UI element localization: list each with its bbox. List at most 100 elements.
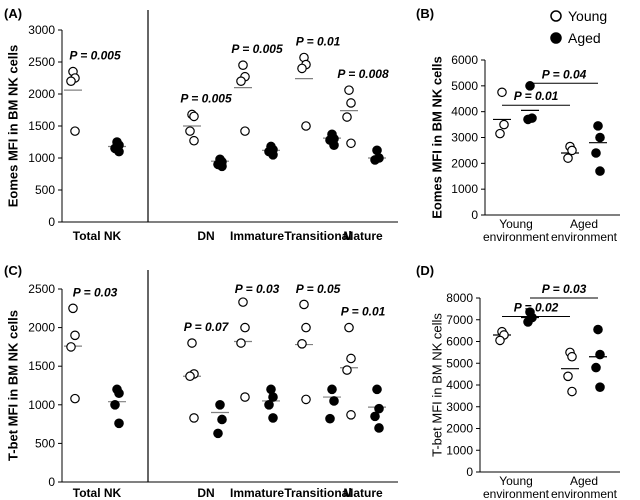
- y-tick-label: 0: [466, 465, 473, 479]
- young-point: [346, 353, 356, 364]
- young-point: [236, 338, 246, 348]
- aged-point: [370, 155, 380, 165]
- young-point: [70, 126, 80, 136]
- aged-point: [372, 145, 382, 156]
- young-point: [344, 85, 354, 95]
- aged-point: [268, 413, 278, 423]
- x-category-label: Mature: [343, 229, 383, 243]
- young-point: [497, 87, 507, 98]
- p-value-label: P = 0.005: [180, 91, 232, 105]
- young-point: [297, 63, 307, 74]
- young-point: [301, 322, 311, 333]
- panel-1: (A) Eomes MFI in BM NK cells 0 500 1000 1500 2…: [4, 6, 398, 243]
- bracket-p-value: P = 0.03: [542, 282, 587, 296]
- aged-point: [110, 399, 120, 410]
- young-point: [66, 76, 76, 86]
- young-point: [70, 330, 80, 341]
- legend: Young Aged: [550, 8, 607, 46]
- x-category-label: environment: [551, 230, 618, 244]
- young-point: [240, 322, 250, 333]
- young-point: [301, 121, 311, 131]
- young-point: [301, 394, 311, 405]
- y-tick-label: 0: [471, 208, 478, 222]
- young-point: [567, 145, 577, 156]
- y-tick-label: 1000: [446, 443, 473, 457]
- bracket-p-value: P = 0.01: [514, 89, 559, 103]
- x-category-label: environment: [483, 230, 550, 244]
- aged-point: [213, 428, 223, 439]
- x-category-label: Aged: [570, 217, 598, 231]
- young-point: [495, 335, 505, 346]
- y-tick-label: 5000: [446, 356, 473, 370]
- p-value-label: P = 0.008: [337, 67, 389, 81]
- y-tick-label: 1000: [451, 182, 478, 196]
- y-axis-label: T-bet MFI in BM NK cells: [5, 310, 20, 461]
- x-category-label: Total NK: [73, 229, 122, 243]
- y-tick-label: 2000: [28, 87, 55, 101]
- aged-point: [329, 396, 339, 406]
- aged-point: [217, 414, 227, 425]
- aged-point: [114, 418, 124, 429]
- young-point: [499, 119, 509, 130]
- panel-label: (D): [416, 263, 434, 278]
- aged-point: [591, 362, 601, 373]
- young-point: [240, 392, 250, 402]
- young-point: [189, 413, 199, 423]
- aged-point: [593, 324, 603, 335]
- y-tick-label: 7000: [446, 313, 473, 327]
- young-point: [346, 98, 356, 108]
- p-value-label: P = 0.01: [296, 35, 341, 49]
- y-tick-label: 500: [35, 436, 55, 450]
- y-tick-label: 8000: [446, 291, 473, 305]
- aged-point: [523, 114, 533, 125]
- aged-point: [329, 140, 339, 150]
- young-point: [66, 342, 76, 352]
- young-point: [567, 386, 577, 397]
- aged-point: [215, 399, 225, 410]
- bracket-p-value: P = 0.02: [514, 300, 559, 314]
- y-tick-label: 3000: [28, 23, 55, 37]
- x-category-label: Immature: [230, 229, 284, 243]
- young-point: [346, 410, 356, 420]
- young-point: [563, 153, 573, 163]
- young-point: [187, 338, 197, 348]
- p-value-label: P = 0.05: [296, 282, 341, 296]
- young-point: [495, 128, 505, 139]
- young-point: [342, 365, 352, 375]
- y-tick-label: 1500: [28, 359, 55, 373]
- y-tick-label: 0: [48, 215, 55, 229]
- aged-point: [595, 166, 605, 176]
- young-point: [346, 138, 356, 149]
- aged-point: [268, 150, 278, 160]
- y-tick-label: 3000: [451, 131, 478, 145]
- legend-young-marker: [550, 10, 562, 22]
- aged-point: [591, 148, 601, 158]
- x-category-label: Transitional: [284, 486, 351, 500]
- y-tick-label: 1000: [28, 151, 55, 165]
- young-point: [68, 303, 78, 314]
- aged-point: [327, 384, 337, 395]
- young-point: [344, 322, 354, 333]
- panel-3: (C) T-bet MFI in BM NK cells 0 500 1000 1500 2…: [4, 263, 398, 500]
- x-category-label: Young: [499, 474, 533, 488]
- legend-young-label: Young: [568, 8, 607, 24]
- p-value-label: P = 0.005: [69, 49, 121, 63]
- aged-point: [595, 132, 605, 143]
- y-tick-label: 6000: [446, 335, 473, 349]
- aged-point: [593, 121, 603, 131]
- aged-point: [372, 384, 382, 395]
- aged-point: [217, 161, 227, 172]
- x-category-label: Immature: [230, 486, 284, 500]
- x-category-label: Mature: [343, 486, 383, 500]
- panel-2: (B) Eomes MFI in BM NK cells 0 1000 2000 3000…: [416, 6, 620, 244]
- y-tick-label: 1500: [28, 119, 55, 133]
- young-point: [297, 339, 307, 349]
- young-point: [238, 60, 248, 70]
- young-point: [189, 111, 199, 122]
- young-point: [567, 351, 577, 362]
- young-point: [299, 299, 309, 310]
- p-value-label: P = 0.07: [184, 320, 230, 334]
- panel-label: (C): [4, 263, 22, 278]
- bracket-p-value: P = 0.04: [542, 67, 587, 81]
